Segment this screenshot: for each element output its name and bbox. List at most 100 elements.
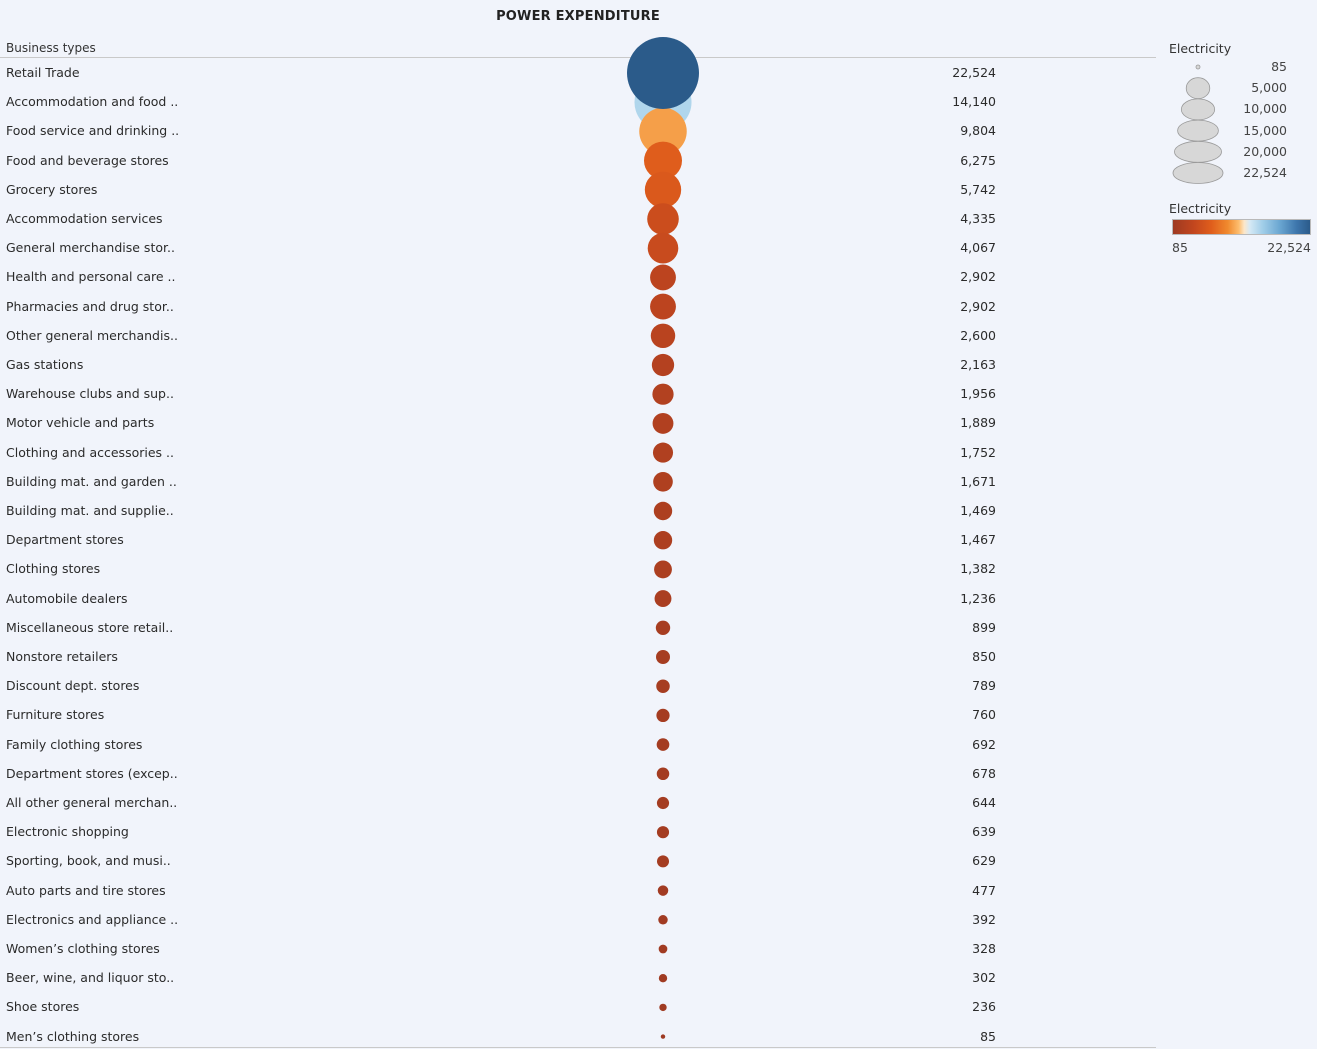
- bubble-miscellaneous-store-retail[interactable]: [655, 620, 671, 635]
- row-label-beer-wine-and-liquor-sto[interactable]: Beer, wine, and liquor sto..: [6, 970, 175, 986]
- row-label-auto-parts-and-tire-stores[interactable]: Auto parts and tire stores: [6, 882, 166, 898]
- size-legend-mark-1: [1185, 77, 1211, 100]
- bubble-furniture-stores[interactable]: [656, 708, 670, 723]
- size-legend-label-1: 5,000: [1251, 80, 1287, 96]
- row-value-clothing-stores: 1,382: [960, 561, 996, 577]
- row-label-other-general-merchandis[interactable]: Other general merchandis..: [6, 327, 178, 343]
- row-label-gas-stations[interactable]: Gas stations: [6, 357, 84, 372]
- row-label-retail-trade[interactable]: Retail Trade: [6, 65, 80, 80]
- row-label-food-service-and-drinking[interactable]: Food service and drinking ..: [6, 123, 180, 139]
- bubble-all-other-general-merchan[interactable]: [656, 796, 670, 810]
- row-value-auto-parts-and-tire-stores: 477: [972, 882, 996, 898]
- bubble-family-clothing-stores[interactable]: [656, 738, 670, 751]
- color-legend-min: 85: [1172, 240, 1188, 255]
- row-value-gas-stations: 2,163: [960, 357, 996, 372]
- bubble-building-mat-and-supplie[interactable]: [653, 501, 673, 521]
- bubble-sporting-book-and-musi[interactable]: [656, 855, 670, 868]
- row-value-family-clothing-stores: 692: [972, 736, 996, 752]
- bubble-women-s-clothing-stores[interactable]: [658, 944, 668, 954]
- bubble-discount-dept-stores[interactable]: [656, 679, 670, 693]
- row-label-motor-vehicle-and-parts[interactable]: Motor vehicle and parts: [6, 415, 155, 431]
- row-label-accommodation-services[interactable]: Accommodation services: [6, 211, 163, 226]
- bubble-health-and-personal-care[interactable]: [650, 264, 676, 291]
- row-label-grocery-stores[interactable]: Grocery stores: [6, 181, 98, 197]
- row-value-sporting-book-and-musi: 629: [972, 853, 996, 869]
- row-label-all-other-general-merchan[interactable]: All other general merchan..: [6, 795, 178, 810]
- row-label-clothing-and-accessories[interactable]: Clothing and accessories ..: [6, 444, 174, 460]
- bubble-nonstore-retailers[interactable]: [656, 650, 670, 664]
- row-label-furniture-stores[interactable]: Furniture stores: [6, 707, 105, 723]
- bubble-motor-vehicle-and-parts[interactable]: [652, 412, 674, 434]
- bubble-grocery-stores[interactable]: [644, 171, 682, 208]
- row-label-electronics-and-appliance[interactable]: Electronics and appliance ..: [6, 911, 179, 927]
- row-label-warehouse-clubs-and-sup[interactable]: Warehouse clubs and sup..: [6, 386, 174, 402]
- row-label-general-merchandise-stor[interactable]: General merchandise stor..: [6, 240, 175, 256]
- bubble-electronics-and-appliance[interactable]: [658, 915, 668, 925]
- color-legend-max: 22,524: [1267, 240, 1311, 255]
- row-label-accommodation-and-food[interactable]: Accommodation and food ..: [6, 94, 179, 110]
- row-label-building-mat-and-supplie[interactable]: Building mat. and supplie..: [6, 503, 174, 518]
- row-label-food-and-beverage-stores[interactable]: Food and beverage stores: [6, 152, 169, 168]
- bubble-shoe-stores[interactable]: [659, 1003, 667, 1012]
- row-value-accommodation-services: 4,335: [960, 211, 996, 226]
- bubble-department-stores[interactable]: [653, 531, 673, 550]
- bubble-men-s-clothing-stores[interactable]: [660, 1034, 666, 1039]
- row-label-automobile-dealers[interactable]: Automobile dealers: [6, 590, 128, 606]
- row-label-electronic-shopping[interactable]: Electronic shopping: [6, 824, 129, 840]
- row-value-grocery-stores: 5,742: [960, 181, 996, 197]
- row-value-motor-vehicle-and-parts: 1,889: [960, 415, 996, 431]
- row-value-accommodation-and-food: 14,140: [952, 94, 996, 110]
- bubble-retail-trade[interactable]: [627, 37, 699, 109]
- row-value-women-s-clothing-stores: 328: [972, 941, 996, 956]
- bubble-department-stores-excep[interactable]: [656, 767, 670, 781]
- size-legend-label-0: 85: [1271, 59, 1287, 74]
- row-label-pharmacies-and-drug-stor[interactable]: Pharmacies and drug stor..: [6, 298, 174, 314]
- bubble-gas-stations[interactable]: [651, 353, 675, 377]
- row-value-men-s-clothing-stores: 85: [980, 1028, 996, 1044]
- size-legend-label-4: 20,000: [1243, 143, 1287, 159]
- bubble-building-mat-and-garden[interactable]: [653, 471, 673, 492]
- row-value-food-service-and-drinking: 9,804: [960, 123, 996, 139]
- bubble-food-service-and-drinking[interactable]: [639, 107, 687, 156]
- row-label-health-and-personal-care[interactable]: Health and personal care ..: [6, 269, 176, 285]
- row-label-sporting-book-and-musi[interactable]: Sporting, book, and musi..: [6, 853, 171, 869]
- bubble-food-and-beverage-stores[interactable]: [644, 141, 682, 180]
- bottom-divider: [0, 1047, 1156, 1048]
- bubble-general-merchandise-stor[interactable]: [647, 232, 679, 264]
- row-value-shoe-stores: 236: [972, 999, 996, 1015]
- row-label-family-clothing-stores[interactable]: Family clothing stores: [6, 736, 143, 752]
- chart-title: POWER EXPENDITURE: [496, 9, 660, 24]
- row-label-department-stores-excep[interactable]: Department stores (excep..: [6, 765, 178, 781]
- bubble-accommodation-services[interactable]: [647, 203, 679, 235]
- row-value-furniture-stores: 760: [972, 707, 996, 723]
- size-legend-label-2: 10,000: [1243, 101, 1287, 117]
- row-label-men-s-clothing-stores[interactable]: Men’s clothing stores: [6, 1028, 140, 1044]
- size-legend: 85 5,000 10,000 15,000 20,000 22,524: [1160, 58, 1317, 188]
- row-label-women-s-clothing-stores[interactable]: Women’s clothing stores: [6, 941, 160, 956]
- bubble-other-general-merchandis[interactable]: [650, 323, 676, 349]
- bubble-beer-wine-and-liquor-sto[interactable]: [658, 974, 668, 983]
- row-label-shoe-stores[interactable]: Shoe stores: [6, 999, 80, 1015]
- row-value-nonstore-retailers: 850: [972, 649, 996, 664]
- row-label-clothing-stores[interactable]: Clothing stores: [6, 561, 101, 577]
- bubble-warehouse-clubs-and-sup[interactable]: [652, 383, 674, 405]
- bubble-auto-parts-and-tire-stores[interactable]: [657, 885, 669, 896]
- bubble-clothing-and-accessories[interactable]: [652, 442, 674, 463]
- bubble-chart[interactable]: [0, 0, 1160, 1049]
- color-legend-ramp[interactable]: [1172, 219, 1311, 235]
- size-legend-mark-4: [1174, 140, 1222, 163]
- row-label-department-stores[interactable]: Department stores: [6, 532, 124, 548]
- row-value-department-stores: 1,467: [960, 532, 996, 548]
- row-label-discount-dept-stores[interactable]: Discount dept. stores: [6, 678, 140, 694]
- size-legend-mark-3: [1177, 119, 1219, 142]
- row-value-all-other-general-merchan: 644: [972, 795, 996, 810]
- row-label-miscellaneous-store-retail[interactable]: Miscellaneous store retail..: [6, 619, 174, 635]
- row-label-building-mat-and-garden[interactable]: Building mat. and garden ..: [6, 473, 177, 489]
- bubble-automobile-dealers[interactable]: [654, 590, 672, 608]
- bubble-clothing-stores[interactable]: [654, 560, 672, 579]
- column-header-business-types[interactable]: Business types: [6, 41, 96, 55]
- bubble-pharmacies-and-drug-stor[interactable]: [650, 293, 676, 320]
- bubble-electronic-shopping[interactable]: [656, 826, 670, 839]
- row-label-nonstore-retailers[interactable]: Nonstore retailers: [6, 649, 118, 664]
- row-value-food-and-beverage-stores: 6,275: [960, 152, 996, 168]
